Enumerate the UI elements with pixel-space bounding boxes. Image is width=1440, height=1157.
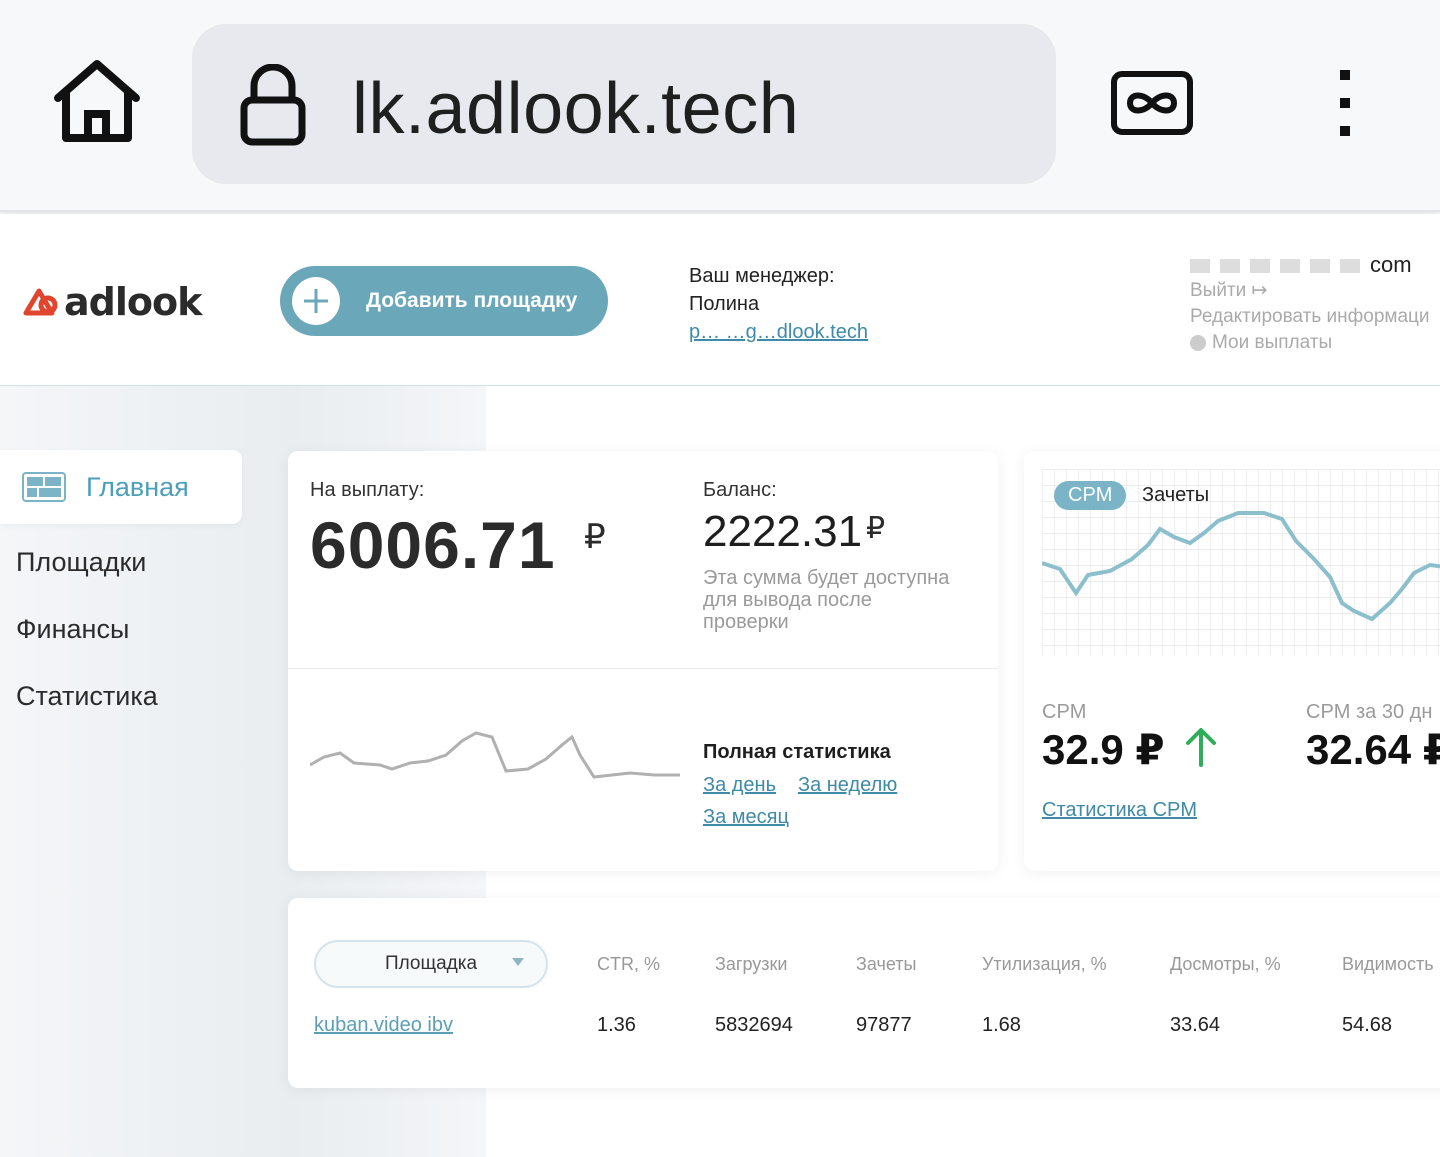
sidebar-item-home[interactable]: Главная	[0, 450, 242, 524]
coin-icon	[1190, 334, 1206, 351]
tab-cpm[interactable]: CPM	[1054, 481, 1127, 510]
sidebar-item-label: Статистика	[16, 680, 158, 711]
manager-info: Ваш менеджер: Полина p… …g…dlook.tech	[689, 262, 868, 346]
lock-icon	[240, 63, 306, 146]
sites-table-card: Площадка CTR, % Загрузки Зачеты Утилизац…	[288, 898, 1440, 1088]
sidebar-item-finance[interactable]: Финансы	[0, 592, 242, 666]
tab-zachety[interactable]: Зачеты	[1142, 484, 1210, 506]
column-header[interactable]: Досмотры, %	[1170, 954, 1281, 974]
account-menu: com Выйти ↦ Редактировать информаци Мои …	[1190, 252, 1440, 356]
column-header[interactable]: Зачеты	[856, 954, 917, 974]
sidebar-item-sites[interactable]: Площадки	[0, 525, 242, 599]
earnings-sparkline	[310, 731, 680, 779]
cpm30-label: CPM за 30 дн	[1306, 701, 1433, 723]
table-cell: 33.64	[1170, 1014, 1221, 1036]
balance-value: 2222.31	[703, 507, 863, 556]
sidebar-item-statistics[interactable]: Статистика	[0, 659, 242, 733]
table-cell: 5832694	[715, 1014, 793, 1036]
balance-note: Эта сумма будет доступна для вывода посл…	[703, 567, 950, 633]
more-options-icon[interactable]	[1330, 68, 1360, 140]
table-cell: 54.68	[1342, 1014, 1393, 1036]
table-cell: 97877	[856, 1014, 912, 1036]
adlook-logo[interactable]: adlook	[22, 280, 236, 324]
balance-currency: ₽	[866, 512, 886, 545]
add-site-label: Добавить площадку	[366, 289, 578, 312]
manager-title: Ваш менеджер:	[689, 265, 835, 287]
card-divider	[288, 668, 998, 669]
manager-email-link[interactable]: p… …g…dlook.tech	[689, 321, 868, 343]
site-filter-label: Площадка	[384, 953, 478, 974]
stats-day-link[interactable]: За день	[703, 774, 777, 796]
page-content: adlook Добавить площадку Ваш менеджер: П…	[0, 214, 1440, 1157]
cpm-trend-chart	[1042, 511, 1440, 622]
payout-card: На выплату: 6006.71 ₽ Баланс: 2222.31 ₽ …	[288, 451, 998, 871]
column-header[interactable]: Видимость	[1342, 954, 1434, 974]
edit-info-link[interactable]: Редактировать информаци	[1190, 306, 1430, 327]
dashboard-icon	[22, 472, 66, 502]
cpm30-value: 32.64 ₽	[1306, 726, 1440, 773]
cpm-card: CPM Зачеты CPM 32.9 ₽ CPM за 30 дн 32.64…	[1024, 451, 1440, 871]
chevron-down-icon	[512, 958, 524, 966]
incognito-mode-icon[interactable]	[1110, 70, 1194, 136]
site-filter-dropdown[interactable]: Площадка	[314, 940, 548, 988]
table-cell: 1.36	[597, 1014, 636, 1036]
table-cell: 1.68	[982, 1014, 1021, 1036]
address-bar[interactable]: lk.adlook.tech	[192, 24, 1056, 184]
logo-text: adlook	[64, 280, 202, 324]
site-link[interactable]: kuban.video ibv	[314, 1014, 453, 1036]
balance-label: Баланс:	[703, 479, 777, 501]
payout-value: 6006.71	[310, 508, 556, 582]
plus-icon	[292, 277, 340, 325]
stats-month-link[interactable]: За месяц	[703, 806, 789, 828]
url-text: lk.adlook.tech	[352, 69, 800, 149]
payout-label: На выплату:	[310, 479, 425, 501]
column-header[interactable]: CTR, %	[597, 954, 660, 974]
my-payouts-link[interactable]: Мои выплаты	[1190, 330, 1440, 356]
logout-link[interactable]: Выйти ↦	[1190, 280, 1268, 301]
logo-mark-icon	[23, 288, 58, 316]
column-header[interactable]: Загрузки	[715, 954, 788, 974]
sidebar-item-label: Главная	[86, 471, 189, 502]
manager-name: Полина	[689, 293, 760, 315]
cpm-label: CPM	[1042, 701, 1087, 723]
full-stats-title: Полная статистика	[703, 741, 891, 763]
add-site-button[interactable]: Добавить площадку	[280, 266, 608, 336]
column-header[interactable]: Утилизация, %	[982, 954, 1107, 974]
header-divider	[0, 385, 1440, 386]
cpm-stats-link[interactable]: Статистика CPM	[1042, 799, 1198, 821]
home-icon[interactable]	[50, 58, 144, 148]
payout-currency: ₽	[584, 518, 606, 556]
sidebar-item-label: Финансы	[16, 613, 130, 644]
stats-week-link[interactable]: За неделю	[798, 774, 898, 796]
account-email: com	[1190, 252, 1440, 278]
trend-up-icon	[1186, 728, 1216, 767]
cpm-value: 32.9 ₽	[1042, 726, 1165, 773]
browser-toolbar: lk.adlook.tech	[0, 0, 1440, 212]
sidebar-item-label: Площадки	[16, 546, 147, 577]
